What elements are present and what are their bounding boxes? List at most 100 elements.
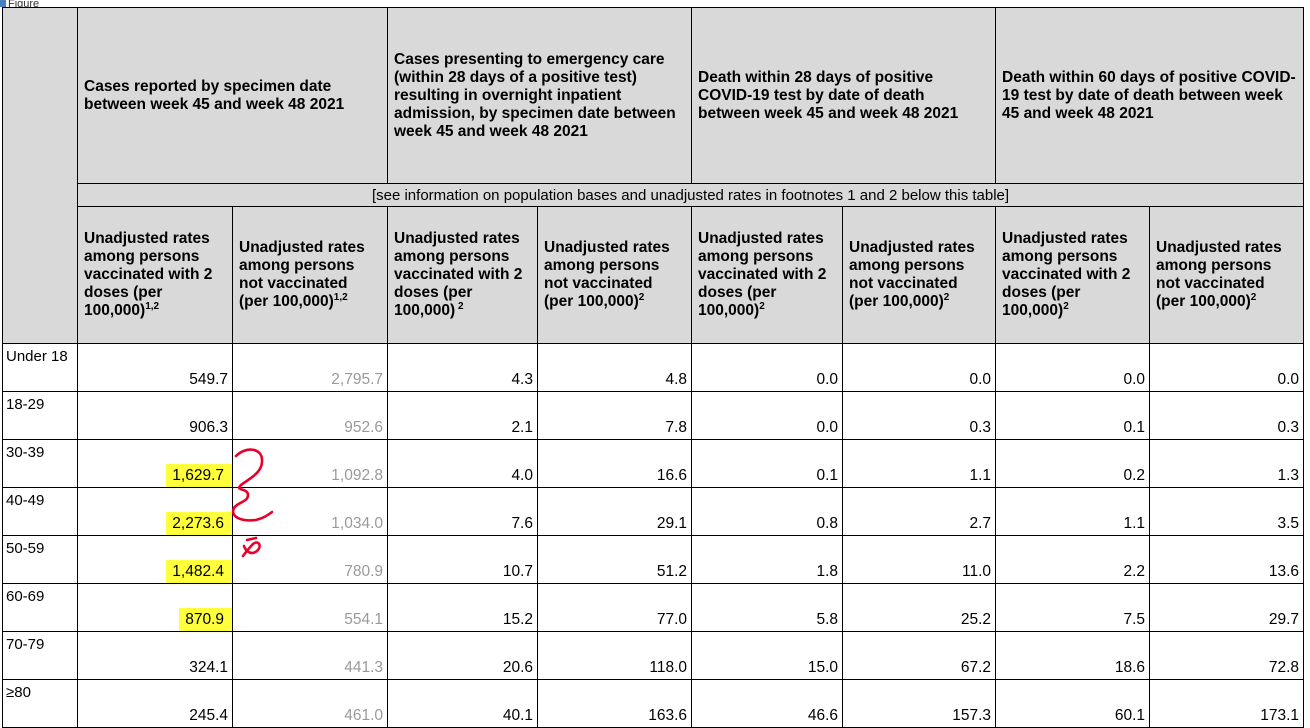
group-header-death-28: Death within 28 days of positive COVID-1…: [691, 7, 997, 184]
rate-cell: 77.0: [536, 583, 693, 632]
rate-cell: 13.6: [1149, 535, 1305, 584]
rate-cell: 11.0: [842, 535, 997, 584]
rate-cell: 46.6: [691, 679, 844, 728]
rate-cell: 2.1: [387, 391, 538, 440]
rate-value: 2.7: [969, 515, 992, 532]
rate-cell: 2.7: [842, 487, 997, 536]
rate-value: 906.3: [189, 419, 228, 436]
subheader-rate-5: Unadjusted rates among persons vaccinate…: [691, 206, 844, 344]
rate-cell: 245.4: [77, 679, 233, 728]
rate-value: 4.8: [665, 371, 688, 388]
age-group-label: 70-79: [2, 631, 78, 680]
subheader-rate-8: Unadjusted rates among persons not vacci…: [1149, 206, 1305, 344]
rate-value: 173.1: [1260, 707, 1300, 724]
rate-cell: 16.6: [536, 439, 693, 488]
footnote-ref: 2: [455, 300, 464, 312]
subheader-rate-6: Unadjusted rates among persons not vacci…: [842, 206, 997, 344]
rate-value: 11.0: [961, 563, 992, 580]
population-footnote-note: [see information on population bases and…: [76, 183, 1305, 207]
rate-value: 15.0: [807, 659, 839, 676]
rate-value: 0.2: [1123, 467, 1146, 484]
rate-value: 67.2: [960, 659, 992, 676]
rate-cell: 1,034.0: [232, 487, 388, 536]
rate-cell: 67.2: [842, 631, 997, 680]
rate-value: 60.1: [1114, 707, 1146, 724]
rate-value: 13.6: [1268, 563, 1300, 580]
rate-cell: 2,795.7: [232, 343, 388, 392]
rate-cell: 1,629.7: [77, 439, 233, 488]
rate-cell: 29.7: [1149, 583, 1305, 632]
rate-cell: 0.1: [691, 439, 844, 488]
rate-value: 0.3: [1277, 419, 1300, 436]
rate-cell: 0.0: [842, 343, 997, 392]
rate-value: 0.1: [816, 467, 839, 484]
rate-value: 72.8: [1268, 659, 1300, 676]
rate-value: 20.6: [502, 659, 533, 676]
footnote-ref: 2: [638, 291, 645, 303]
rate-value: 46.6: [807, 707, 839, 724]
rate-value: 7.8: [665, 419, 688, 436]
rate-cell: 906.3: [77, 391, 233, 440]
rate-value: 1.3: [1277, 467, 1300, 484]
rate-value: 1.1: [1123, 515, 1146, 532]
rate-cell: 0.1: [995, 391, 1151, 440]
rate-cell: 1,482.4: [77, 535, 233, 584]
subheader-rate-3: Unadjusted rates among persons vaccinate…: [387, 206, 538, 344]
rate-value: 245.4: [189, 707, 228, 724]
rate-cell: 25.2: [842, 583, 997, 632]
rate-value: 0.8: [816, 515, 839, 532]
age-group-label: ≥80: [2, 679, 78, 728]
rate-value: 0.0: [816, 419, 839, 436]
subheader-rate-7: Unadjusted rates among persons vaccinate…: [995, 206, 1151, 344]
highlighted-rate-value: 2,273.6: [166, 512, 232, 535]
subheader-text: Unadjusted rates among persons vaccinate…: [394, 230, 523, 319]
rate-cell: 7.5: [995, 583, 1151, 632]
highlighted-rate-value: 1,482.4: [166, 560, 232, 583]
rate-value: 118.0: [649, 659, 688, 676]
rate-cell: 157.3: [842, 679, 997, 728]
rate-value: 5.8: [816, 611, 839, 628]
rate-cell: 549.7: [77, 343, 233, 392]
rate-cell: 72.8: [1149, 631, 1305, 680]
rate-value: 554.1: [344, 611, 383, 628]
rate-cell: 1.1: [842, 439, 997, 488]
footnote-ref: 2: [759, 300, 765, 312]
rate-cell: 0.3: [1149, 391, 1305, 440]
table-row: 30-39 1,629.7 1,092.8 4.0 16.6 0.1 1.1 0.2 1.3: [2, 439, 1305, 488]
rate-value: 461.0: [344, 707, 383, 724]
rate-cell: 0.0: [995, 343, 1151, 392]
rate-cell: 4.3: [387, 343, 538, 392]
rate-value: 7.5: [1123, 611, 1146, 628]
subheader-text: Unadjusted rates among persons not vacci…: [849, 239, 975, 310]
subheader-text: Unadjusted rates among persons vaccinate…: [1002, 230, 1131, 319]
rate-cell: 3.5: [1149, 487, 1305, 536]
table-row: 18-29 906.3 952.6 2.1 7.8 0.0 0.3 0.1 0.3: [2, 391, 1305, 440]
subheader-text: Unadjusted rates among persons not vacci…: [239, 239, 365, 310]
rate-value: 4.0: [511, 467, 533, 484]
rate-cell: 7.6: [387, 487, 538, 536]
age-group-label: 60-69: [2, 583, 78, 632]
rate-value: 29.7: [1268, 611, 1300, 628]
age-group-label: Under 18: [2, 343, 78, 392]
table-row: 40-49 2,273.6 1,034.0 7.6 29.1 0.8 2.7 1.1 3.5: [2, 487, 1305, 536]
rates-table: Cases reported by specimen date between …: [2, 7, 1305, 728]
group-header-admissions: Cases presenting to emergency care (with…: [386, 7, 693, 184]
rate-value: 2,795.7: [331, 371, 383, 388]
rate-value: 29.1: [656, 515, 688, 532]
rate-value: 3.5: [1277, 515, 1300, 532]
rate-cell: 18.6: [995, 631, 1151, 680]
age-group-label: 50-59: [2, 535, 78, 584]
rate-value: 441.3: [344, 659, 383, 676]
highlighted-rate-value: 870.9: [179, 608, 232, 631]
age-group-label: 30-39: [2, 439, 78, 488]
group-header-cases: Cases reported by specimen date between …: [77, 7, 388, 184]
rate-cell: 40.1: [387, 679, 538, 728]
rate-cell: 7.8: [536, 391, 693, 440]
age-group-label: 18-29: [2, 391, 78, 440]
rate-cell: 780.9: [232, 535, 388, 584]
table-row: 60-69 870.9 554.1 15.2 77.0 5.8 25.2 7.5 29.7: [2, 583, 1305, 632]
rate-cell: 1,092.8: [232, 439, 388, 488]
rate-cell: 554.1: [232, 583, 388, 632]
rate-value: 0.0: [1123, 371, 1146, 388]
